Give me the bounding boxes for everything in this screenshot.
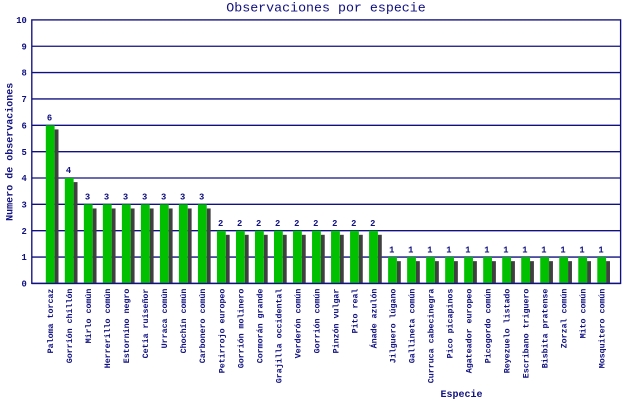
svg-text:1: 1: [446, 245, 451, 255]
svg-text:1: 1: [408, 245, 413, 255]
svg-text:6: 6: [47, 114, 52, 124]
svg-text:8: 8: [22, 69, 27, 79]
svg-text:Pico picapinos: Pico picapinos: [445, 289, 455, 359]
svg-text:Verderón común: Verderón común: [293, 289, 303, 359]
svg-text:Gallineta común: Gallineta común: [407, 289, 417, 364]
svg-text:Paloma torcaz: Paloma torcaz: [46, 289, 56, 354]
svg-text:Mirlo común: Mirlo común: [84, 289, 94, 344]
svg-text:3: 3: [104, 193, 109, 203]
svg-text:Ánade azulón: Ánade azulón: [368, 289, 379, 349]
svg-text:7: 7: [22, 95, 27, 105]
svg-text:Grajilla occidental: Grajilla occidental: [274, 289, 284, 384]
svg-text:Especie: Especie: [441, 389, 483, 400]
svg-text:1: 1: [560, 245, 565, 255]
svg-text:9: 9: [22, 42, 27, 52]
svg-text:5: 5: [22, 148, 27, 158]
svg-text:4: 4: [66, 166, 72, 176]
svg-text:Petirrojo europeo: Petirrojo europeo: [217, 289, 227, 374]
svg-text:Pinzón vulgar: Pinzón vulgar: [331, 289, 341, 354]
svg-text:3: 3: [85, 193, 90, 203]
svg-text:Herrerillo común: Herrerillo común: [103, 289, 113, 369]
svg-text:3: 3: [142, 193, 147, 203]
svg-text:Picogordo común: Picogordo común: [483, 289, 493, 364]
svg-text:Gorrión molinero: Gorrión molinero: [236, 289, 246, 369]
svg-text:Estornino negro: Estornino negro: [122, 289, 132, 364]
svg-text:3: 3: [180, 193, 185, 203]
svg-text:Agateador europeo: Agateador europeo: [464, 289, 474, 374]
svg-text:2: 2: [351, 219, 356, 229]
svg-text:Zorzal común: Zorzal común: [560, 289, 570, 349]
svg-text:Gorrión chillón: Gorrión chillón: [65, 289, 75, 364]
svg-text:3: 3: [161, 193, 166, 203]
svg-text:1: 1: [22, 253, 27, 263]
svg-text:3: 3: [22, 200, 27, 210]
svg-text:Mosquitero común: Mosquitero común: [598, 289, 608, 369]
svg-text:Jilguero lúgano: Jilguero lúgano: [388, 289, 398, 364]
svg-text:2: 2: [313, 219, 318, 229]
svg-text:Cormorán grande: Cormorán grande: [255, 289, 265, 364]
svg-text:Escribano triguero: Escribano triguero: [522, 289, 532, 379]
svg-text:1: 1: [427, 245, 432, 255]
svg-text:Carbonero común: Carbonero común: [198, 289, 208, 364]
svg-text:10: 10: [16, 16, 27, 26]
svg-text:2: 2: [275, 219, 280, 229]
svg-text:2: 2: [370, 219, 375, 229]
svg-text:Observaciones por especie: Observaciones por especie: [226, 1, 426, 16]
svg-text:Cetia ruiseñor: Cetia ruiseñor: [141, 289, 151, 359]
svg-text:1: 1: [522, 245, 527, 255]
svg-text:0: 0: [22, 280, 27, 290]
svg-text:1: 1: [579, 245, 584, 255]
svg-text:2: 2: [22, 227, 27, 237]
svg-text:Numero de observaciones: Numero de observaciones: [4, 83, 16, 221]
svg-text:4: 4: [22, 174, 28, 184]
svg-text:Pito real: Pito real: [350, 289, 360, 334]
svg-text:Urraca común: Urraca común: [160, 289, 170, 349]
svg-text:1: 1: [503, 245, 508, 255]
svg-text:1: 1: [389, 245, 394, 255]
svg-text:2: 2: [218, 219, 223, 229]
svg-text:2: 2: [294, 219, 299, 229]
svg-text:1: 1: [465, 245, 470, 255]
svg-text:3: 3: [123, 193, 128, 203]
svg-text:2: 2: [332, 219, 337, 229]
svg-text:1: 1: [598, 245, 603, 255]
svg-text:Chochín común: Chochín común: [179, 289, 189, 354]
svg-text:3: 3: [199, 193, 204, 203]
svg-text:6: 6: [22, 121, 27, 131]
svg-text:2: 2: [237, 219, 242, 229]
svg-text:Mito común: Mito común: [579, 289, 589, 339]
svg-text:Reyezuelo listado: Reyezuelo listado: [503, 289, 513, 374]
svg-text:Gorrión común: Gorrión común: [312, 289, 322, 354]
svg-text:1: 1: [484, 245, 489, 255]
svg-text:Bisbita pratense: Bisbita pratense: [541, 289, 551, 369]
svg-text:Curruca cabecinegra: Curruca cabecinegra: [426, 289, 436, 384]
svg-text:1: 1: [541, 245, 546, 255]
svg-text:2: 2: [256, 219, 261, 229]
